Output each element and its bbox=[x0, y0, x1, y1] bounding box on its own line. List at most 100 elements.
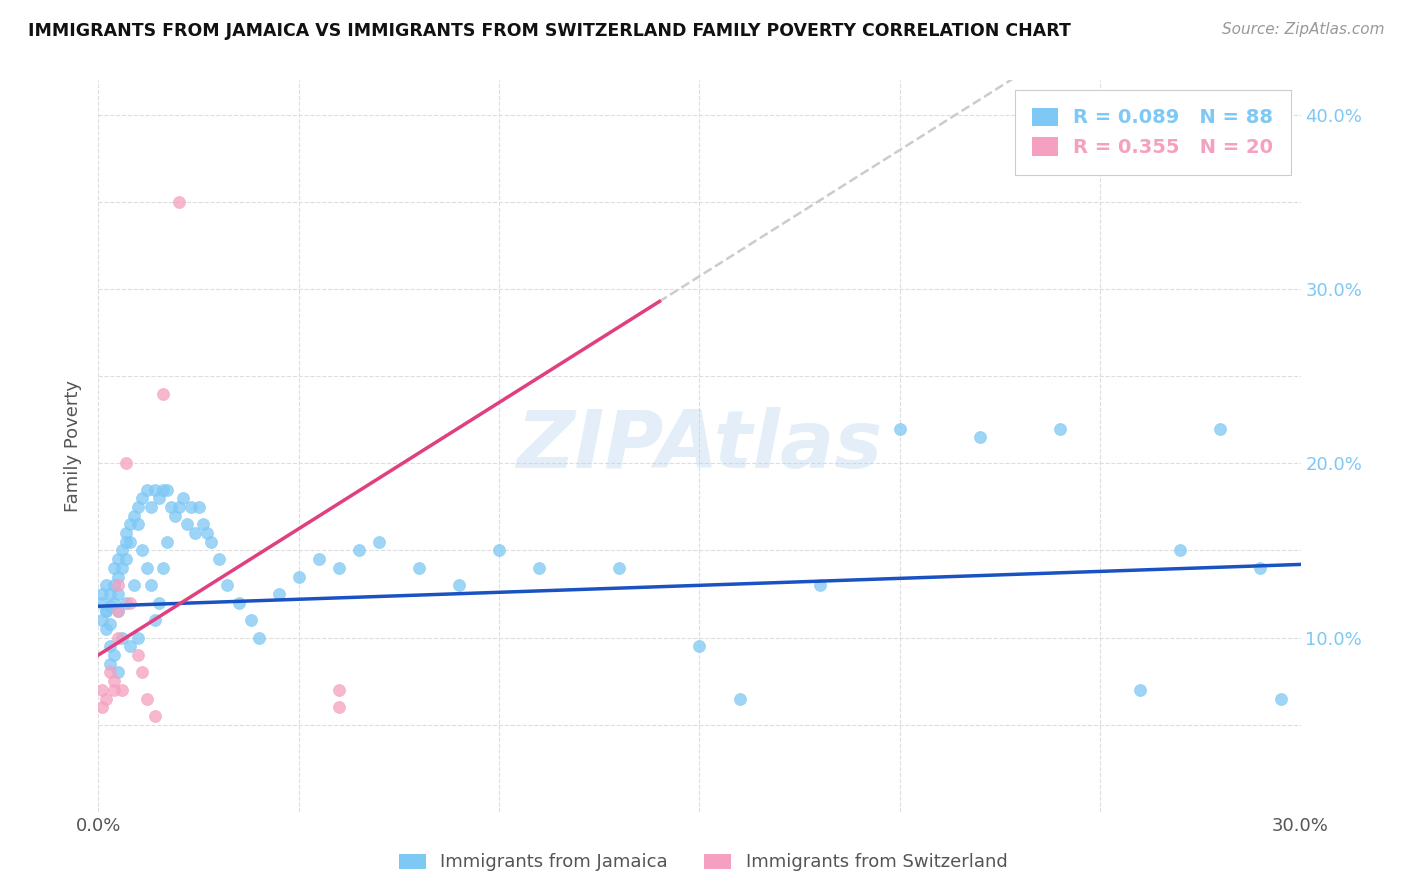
Point bbox=[408, 561, 430, 575]
Point bbox=[172, 491, 194, 506]
Point bbox=[128, 517, 150, 532]
Point bbox=[215, 578, 238, 592]
Point bbox=[107, 569, 129, 583]
Point bbox=[1209, 421, 1232, 435]
Point bbox=[107, 578, 129, 592]
Point bbox=[135, 691, 157, 706]
Point bbox=[135, 483, 157, 497]
Point bbox=[103, 578, 125, 592]
Point bbox=[124, 508, 146, 523]
Point bbox=[111, 561, 134, 575]
Point bbox=[1250, 561, 1272, 575]
Point bbox=[100, 616, 122, 631]
Point bbox=[1170, 543, 1192, 558]
Point bbox=[128, 648, 150, 662]
Point bbox=[152, 386, 174, 401]
Point bbox=[152, 483, 174, 497]
Point bbox=[347, 543, 370, 558]
Point bbox=[107, 604, 129, 618]
Point bbox=[728, 691, 751, 706]
Point bbox=[208, 552, 231, 566]
Point bbox=[91, 596, 114, 610]
Text: ZIPAtlas: ZIPAtlas bbox=[516, 407, 883, 485]
Legend: R = 0.089   N = 88, R = 0.355   N = 20: R = 0.089 N = 88, R = 0.355 N = 20 bbox=[1015, 90, 1291, 175]
Point bbox=[115, 596, 138, 610]
Point bbox=[163, 508, 186, 523]
Point bbox=[152, 561, 174, 575]
Point bbox=[1270, 691, 1292, 706]
Point bbox=[328, 682, 350, 697]
Point bbox=[96, 604, 118, 618]
Point bbox=[91, 700, 114, 714]
Point bbox=[120, 596, 142, 610]
Point bbox=[91, 682, 114, 697]
Point bbox=[103, 674, 125, 689]
Point bbox=[689, 640, 711, 654]
Point bbox=[128, 631, 150, 645]
Point bbox=[155, 534, 177, 549]
Point bbox=[187, 500, 209, 514]
Point bbox=[328, 700, 350, 714]
Point bbox=[96, 578, 118, 592]
Point bbox=[111, 682, 134, 697]
Point bbox=[100, 640, 122, 654]
Point bbox=[103, 648, 125, 662]
Point bbox=[96, 622, 118, 636]
Point bbox=[100, 587, 122, 601]
Point bbox=[115, 526, 138, 541]
Y-axis label: Family Poverty: Family Poverty bbox=[65, 380, 83, 512]
Point bbox=[131, 491, 153, 506]
Point bbox=[107, 552, 129, 566]
Point bbox=[96, 691, 118, 706]
Point bbox=[103, 561, 125, 575]
Legend: Immigrants from Jamaica, Immigrants from Switzerland: Immigrants from Jamaica, Immigrants from… bbox=[391, 847, 1015, 879]
Point bbox=[107, 631, 129, 645]
Point bbox=[100, 665, 122, 680]
Point bbox=[115, 552, 138, 566]
Point bbox=[191, 517, 214, 532]
Point bbox=[159, 500, 181, 514]
Point bbox=[267, 587, 290, 601]
Point bbox=[139, 578, 162, 592]
Point bbox=[120, 517, 142, 532]
Point bbox=[155, 483, 177, 497]
Point bbox=[488, 543, 510, 558]
Point bbox=[107, 665, 129, 680]
Point bbox=[143, 483, 166, 497]
Point bbox=[167, 500, 190, 514]
Point bbox=[115, 457, 138, 471]
Point bbox=[288, 569, 311, 583]
Point bbox=[120, 640, 142, 654]
Point bbox=[228, 596, 250, 610]
Point bbox=[143, 709, 166, 723]
Point bbox=[176, 517, 198, 532]
Point bbox=[111, 631, 134, 645]
Point bbox=[100, 657, 122, 671]
Point bbox=[91, 613, 114, 627]
Point bbox=[308, 552, 330, 566]
Point bbox=[96, 604, 118, 618]
Point bbox=[200, 534, 222, 549]
Point bbox=[131, 665, 153, 680]
Point bbox=[239, 613, 262, 627]
Point bbox=[889, 421, 911, 435]
Point bbox=[447, 578, 470, 592]
Point bbox=[247, 631, 270, 645]
Point bbox=[1049, 421, 1071, 435]
Point bbox=[167, 195, 190, 210]
Point bbox=[135, 561, 157, 575]
Point bbox=[148, 596, 170, 610]
Point bbox=[609, 561, 631, 575]
Point bbox=[91, 587, 114, 601]
Point bbox=[120, 534, 142, 549]
Point bbox=[808, 578, 831, 592]
Point bbox=[115, 534, 138, 549]
Point bbox=[328, 561, 350, 575]
Point bbox=[111, 543, 134, 558]
Point bbox=[969, 430, 991, 444]
Point bbox=[148, 491, 170, 506]
Point bbox=[139, 500, 162, 514]
Point bbox=[107, 587, 129, 601]
Point bbox=[100, 599, 122, 614]
Point bbox=[103, 596, 125, 610]
